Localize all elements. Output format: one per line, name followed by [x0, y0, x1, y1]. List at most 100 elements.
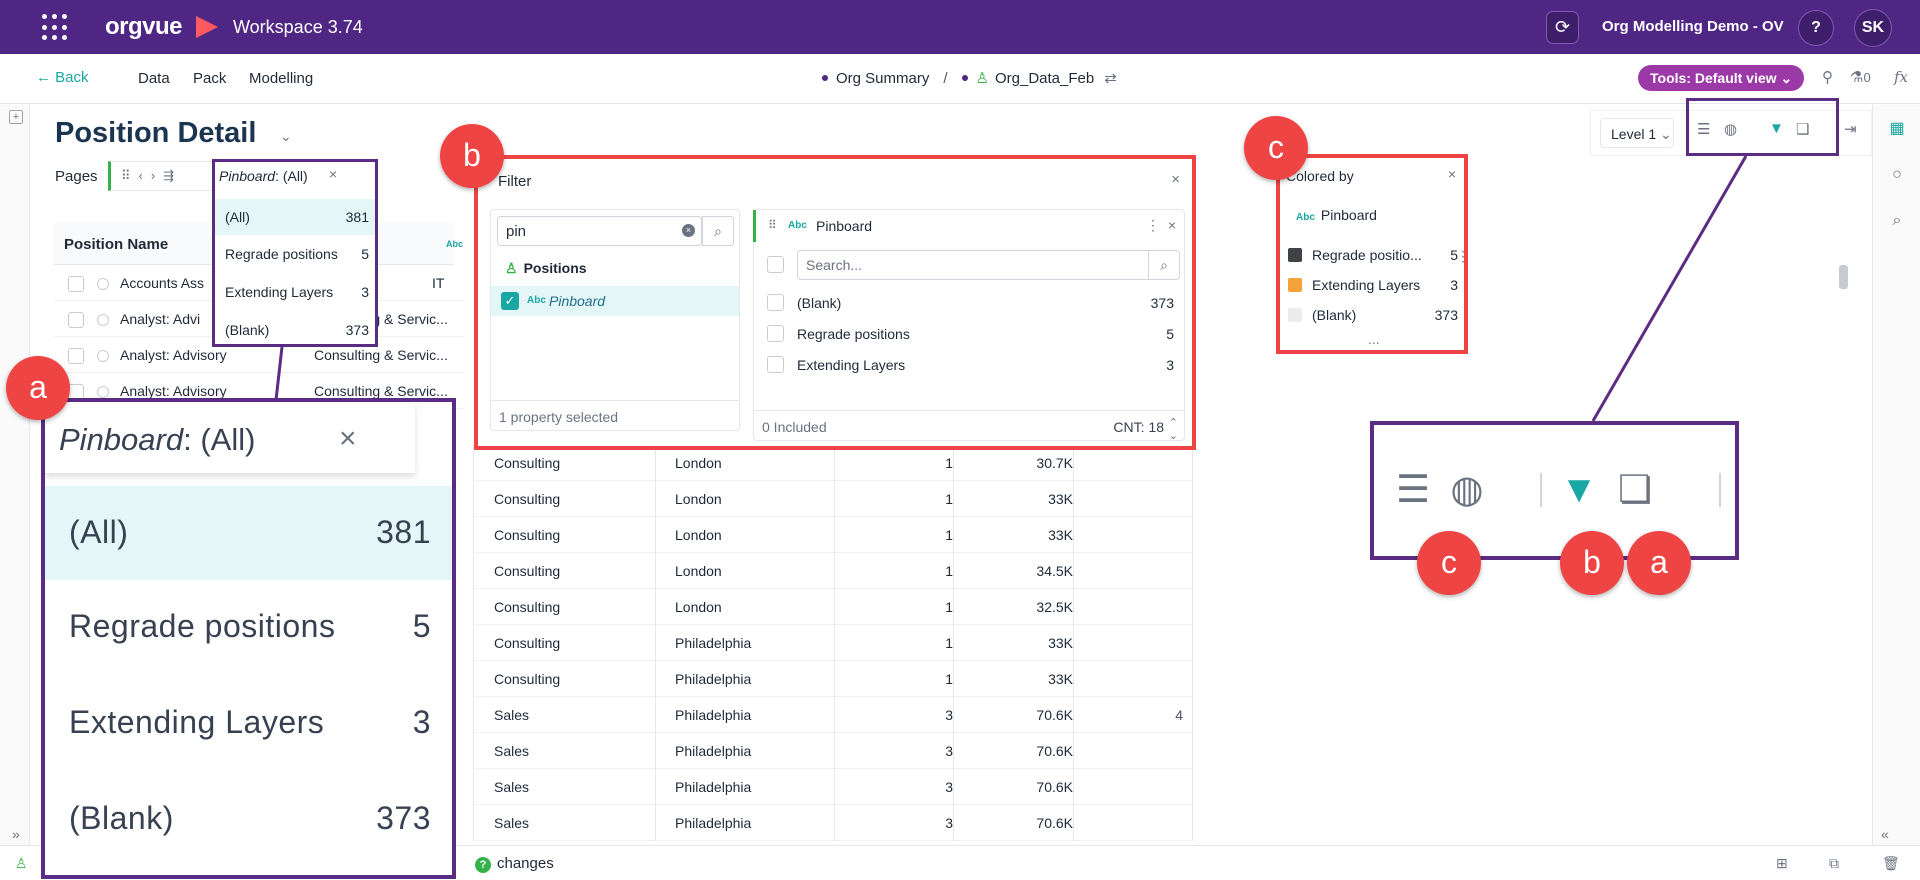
nav-data[interactable]: Data: [138, 70, 170, 87]
spinner-icon[interactable]: ⌃ ⌄: [1168, 417, 1178, 442]
value-checkbox[interactable]: [767, 294, 784, 311]
value-search-input[interactable]: Search...: [797, 250, 1149, 280]
dataset-name[interactable]: Org Modelling Demo - OV: [1602, 18, 1784, 35]
palette-icon[interactable]: ◍: [1450, 469, 1484, 511]
chart-icon[interactable]: ▦: [1889, 120, 1905, 137]
search-icon[interactable]: ⌕: [702, 216, 734, 246]
search-icon[interactable]: ⌕: [1892, 212, 1902, 229]
legend-item[interactable]: (Blank) 373: [1286, 302, 1462, 332]
property-item-pinboard[interactable]: ✓ Abc Pinboard: [491, 286, 739, 316]
refresh-button[interactable]: ⟳: [1546, 11, 1579, 44]
expand-icon[interactable]: »: [12, 826, 20, 842]
page-navigator[interactable]: ⠿‹›⇶: [108, 161, 212, 191]
legend-item[interactable]: Extending Layers 3: [1286, 272, 1462, 302]
layers-icon[interactable]: ❏: [1617, 469, 1653, 511]
aggregate-select[interactable]: CNT: 18: [1113, 419, 1164, 435]
checkbox-checked[interactable]: ✓: [501, 292, 519, 310]
pinboard-option[interactable]: (Blank) 373: [45, 772, 452, 866]
close-icon[interactable]: ×: [329, 166, 338, 182]
row-checkbox[interactable]: [68, 276, 84, 292]
more-icon[interactable]: ...: [1368, 331, 1380, 347]
pinboard-option[interactable]: (All) 381: [45, 486, 452, 580]
kebab-menu-icon[interactable]: ⋮: [1146, 217, 1160, 233]
collapse-icon[interactable]: «: [1881, 826, 1889, 842]
filter-value-item[interactable]: Regrade positions 5: [754, 319, 1184, 349]
table-row[interactable]: Consulting Philadelphia 1 33K: [473, 661, 1193, 697]
table-row[interactable]: Consulting London 1 34.5K: [473, 553, 1193, 589]
table-row[interactable]: Analyst: Advisory Consulting & Servic...: [54, 337, 464, 373]
pin-icon[interactable]: ⚲: [1822, 69, 1833, 86]
resize-handle-icon[interactable]: ⋮: [1456, 248, 1470, 264]
help-button[interactable]: ?: [1798, 10, 1834, 46]
crumb-dataset[interactable]: Org_Data_Feb: [994, 70, 1095, 87]
pinboard-option[interactable]: Regrade positions 5: [45, 580, 452, 674]
close-icon[interactable]: ×: [1168, 217, 1177, 233]
row-checkbox[interactable]: [68, 312, 84, 328]
pinboard-header[interactable]: Pinboard: (All) ×: [45, 402, 415, 474]
legend-item[interactable]: Regrade positio... 5: [1286, 242, 1462, 272]
close-icon[interactable]: ×: [1171, 171, 1180, 188]
export-icon[interactable]: ⇥: [1844, 121, 1857, 138]
drag-handle-icon[interactable]: ⠿: [768, 218, 777, 232]
close-icon[interactable]: ×: [339, 422, 357, 455]
crumb-org-summary[interactable]: Org Summary: [836, 70, 930, 87]
list-icon[interactable]: ☰: [1395, 469, 1431, 511]
row-radio[interactable]: [97, 386, 109, 398]
table-row[interactable]: Consulting London 1 32.5K: [473, 589, 1193, 625]
layers-icon[interactable]: ❏: [1796, 121, 1810, 138]
row-radio[interactable]: [97, 314, 109, 326]
avatar[interactable]: SK: [1854, 9, 1892, 47]
filter-icon[interactable]: ▼: [1769, 120, 1784, 137]
formula-icon[interactable]: fx: [1894, 68, 1909, 86]
sync-icon[interactable]: ⇄: [1104, 70, 1117, 87]
scrollbar[interactable]: [1839, 265, 1848, 289]
add-icon[interactable]: ⊞: [1776, 855, 1788, 871]
close-icon[interactable]: ×: [1447, 166, 1456, 182]
table-row[interactable]: Consulting London 1 33K: [473, 517, 1193, 553]
add-icon[interactable]: +: [9, 110, 23, 124]
color-swatch[interactable]: [1288, 278, 1302, 292]
nav-modelling[interactable]: Modelling: [249, 70, 314, 87]
app-launcher-icon[interactable]: [42, 14, 72, 42]
table-row[interactable]: Sales Philadelphia 3 70.6K: [473, 733, 1193, 769]
table-row[interactable]: Sales Philadelphia 3 70.6K: [473, 805, 1193, 841]
palette-icon[interactable]: ◍: [1724, 121, 1738, 138]
filter-value-item[interactable]: Extending Layers 3: [754, 350, 1184, 380]
value-checkbox[interactable]: [767, 356, 784, 373]
chevron-down-icon[interactable]: ⌄: [280, 128, 292, 144]
list-icon[interactable]: ☰: [1697, 121, 1711, 138]
level-select[interactable]: Level 1 ⌄: [1600, 118, 1674, 148]
pinboard-header[interactable]: Pinboard: (All): [219, 168, 308, 184]
clear-icon[interactable]: ×: [682, 224, 695, 237]
color-swatch[interactable]: [1288, 248, 1302, 262]
trash-icon[interactable]: 🗑: [1882, 855, 1900, 871]
filter-icon[interactable]: ▼: [1560, 469, 1598, 511]
property-search-input[interactable]: pin: [497, 216, 702, 246]
pinboard-option[interactable]: (Blank) 373: [215, 312, 375, 348]
pinboard-option[interactable]: Extending Layers 3: [45, 676, 452, 770]
select-all-checkbox[interactable]: [767, 256, 784, 273]
back-link[interactable]: ← Back: [36, 69, 89, 86]
value-checkbox[interactable]: [767, 325, 784, 342]
pinboard-option[interactable]: Regrade positions 5: [215, 236, 375, 272]
pinboard-option[interactable]: (All) 381: [215, 199, 375, 235]
flask-icon[interactable]: ⚗0: [1850, 69, 1871, 86]
color-swatch[interactable]: [1288, 308, 1302, 322]
nav-pack[interactable]: Pack: [193, 70, 227, 87]
column-position-name[interactable]: Position Name: [64, 236, 169, 253]
table-row[interactable]: Consulting Philadelphia 1 33K: [473, 625, 1193, 661]
table-row[interactable]: Sales Philadelphia 3 70.6K 4: [473, 697, 1193, 733]
filter-value-item[interactable]: (Blank) 373: [754, 288, 1184, 318]
circle-icon[interactable]: ○: [1892, 166, 1902, 183]
color-property[interactable]: Abc Pinboard: [1296, 207, 1377, 223]
row-radio[interactable]: [97, 350, 109, 362]
changes-indicator[interactable]: ? changes: [475, 855, 554, 873]
copy-icon[interactable]: ⧉: [1829, 855, 1839, 871]
table-row[interactable]: Consulting London 1 30.7K: [473, 445, 1193, 481]
table-row[interactable]: Consulting London 1 33K: [473, 481, 1193, 517]
search-icon[interactable]: ⌕: [1148, 250, 1180, 280]
table-row[interactable]: Sales Philadelphia 3 70.6K: [473, 769, 1193, 805]
row-radio[interactable]: [97, 278, 109, 290]
row-checkbox[interactable]: [68, 348, 84, 364]
tools-view-button[interactable]: Tools: Default view ⌄: [1638, 65, 1805, 91]
